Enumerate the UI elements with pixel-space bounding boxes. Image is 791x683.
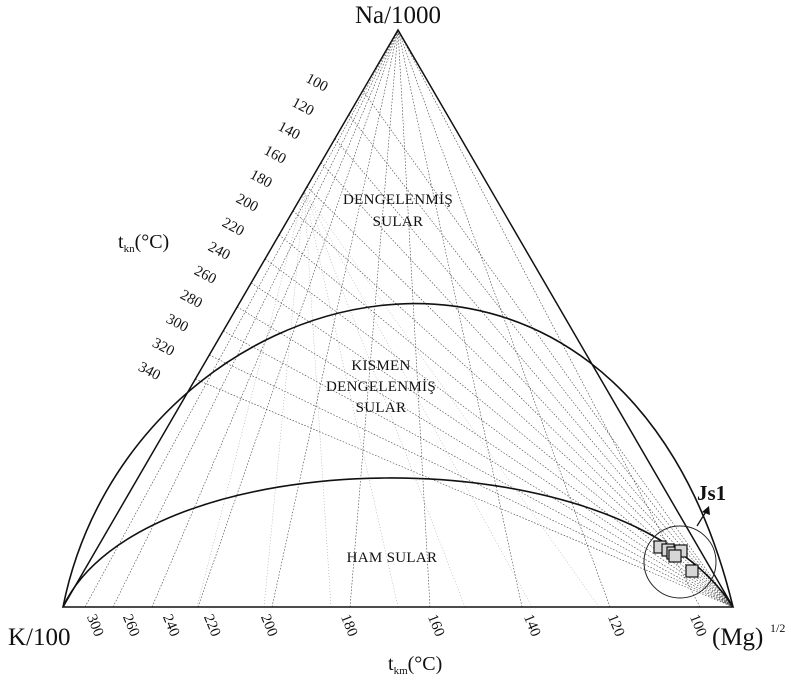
tkn-tick-label: 180	[247, 167, 274, 192]
axis-title-tkn-unit: (°C)	[135, 231, 170, 253]
tkn-tick-label: 140	[275, 119, 302, 144]
sample-group-js1: Js1	[643, 481, 726, 599]
isotherm-tkm-line	[84, 29, 399, 608]
tkn-tick-label: 280	[177, 287, 204, 312]
partial-equilibrium-curve	[62, 477, 734, 608]
isotherm-tkm-line	[397, 29, 701, 608]
corner-label-k: K/100	[8, 624, 71, 651]
tkm-tick-label: 200	[257, 612, 280, 639]
region-label-partially-equilibrated-line3: SULAR	[356, 400, 407, 416]
sample-highlight-circle	[643, 525, 717, 599]
isotherm-grid	[84, 29, 734, 608]
axis-title-tkm: tkm(°C)	[388, 653, 442, 677]
axis-title-tkn: tkn(°C)	[118, 231, 169, 255]
isotherm-tkm-line	[397, 29, 523, 608]
tkn-tick-label: 260	[191, 263, 218, 288]
isotherm-tkm-line	[112, 29, 399, 608]
isotherm-tkn-line	[195, 378, 734, 608]
tkm-tick-label: 220	[200, 612, 223, 639]
minor-isotherm-line	[304, 191, 332, 608]
minor-isotherm-line	[263, 191, 305, 608]
isotherm-tkn-line	[223, 330, 734, 608]
tkm-tick-label: 120	[604, 612, 627, 639]
isotherm-tkm-line	[397, 29, 431, 608]
minor-isotherm-line	[304, 191, 466, 608]
corner-label-mg: (Mg)	[712, 624, 763, 651]
tkm-tick-label: 100	[686, 612, 709, 639]
tkn-tick-label: 240	[205, 239, 232, 264]
tkm-tick-label: 160	[424, 612, 447, 639]
axis-title-tkm-unit: (°C)	[408, 653, 443, 675]
isotherm-tkn-line	[362, 90, 734, 608]
axis-title-tkm-main: t	[388, 653, 394, 675]
tkm-tick-label: 300	[83, 612, 106, 639]
isotherm-tkn-line	[306, 186, 734, 608]
tkn-tick-label: 200	[233, 191, 260, 216]
corner-label-na: Na/1000	[355, 2, 441, 29]
minor-isotherm-line	[196, 191, 305, 608]
region-label-fully-equilibrated-line1: DENGELENMİŞ	[343, 192, 453, 208]
tkn-tick-label: 120	[289, 95, 316, 120]
tkm-tick-label: 180	[337, 612, 360, 639]
tkm-tick-labels: 300 260 240 220 200 180 160 140 120 100	[83, 612, 709, 639]
minor-isotherm-line	[304, 191, 533, 608]
tkn-tick-label: 100	[303, 71, 330, 96]
tkm-tick-label: 240	[159, 612, 182, 639]
full-equilibrium-curve	[62, 302, 734, 608]
isotherm-tkn-line	[209, 354, 734, 608]
isotherm-tkm-line	[151, 29, 399, 608]
tkn-tick-label: 220	[219, 215, 246, 240]
isotherm-tkm-line	[397, 29, 611, 608]
minor-isotherm-line	[304, 191, 399, 608]
region-label-immature-waters: HAM SULAR	[347, 550, 438, 566]
region-label-partially-equilibrated-line1: KISMEN	[351, 358, 410, 374]
sample-label-js1: Js1	[697, 481, 726, 505]
tkm-tick-label: 260	[119, 612, 142, 639]
isotherm-tkm-line	[271, 29, 399, 608]
tkn-tick-label: 300	[163, 311, 190, 336]
axis-title-tkm-sub: km	[394, 665, 409, 677]
tkn-tick-label: 160	[261, 143, 288, 168]
isotherm-tkn-line	[250, 282, 734, 608]
triangle-frame	[61, 28, 735, 608]
tkn-tick-label: 340	[136, 359, 163, 384]
isotherm-tkm-line	[197, 29, 399, 608]
sample-point	[668, 549, 682, 563]
sample-pointer-arrowhead	[702, 506, 710, 515]
isotherm-tkm-line	[349, 29, 399, 608]
isotherm-tkn-line	[237, 306, 734, 608]
triangle-outline	[61, 28, 735, 608]
isotherm-tkn-line	[264, 258, 734, 608]
sample-point	[685, 564, 699, 578]
region-label-partially-equilibrated-line2: DENGELENMİŞ	[326, 379, 436, 395]
tkn-tick-label: 320	[149, 335, 176, 360]
axis-title-tkn-sub: kn	[124, 243, 136, 255]
minor-isotherm-line	[304, 191, 600, 608]
tkm-tick-label: 140	[520, 612, 543, 639]
corner-label-mg-superscript: 1/2	[770, 621, 785, 635]
axis-title-tkn-main: t	[118, 231, 124, 253]
region-label-fully-equilibrated-line2: SULAR	[373, 214, 424, 230]
